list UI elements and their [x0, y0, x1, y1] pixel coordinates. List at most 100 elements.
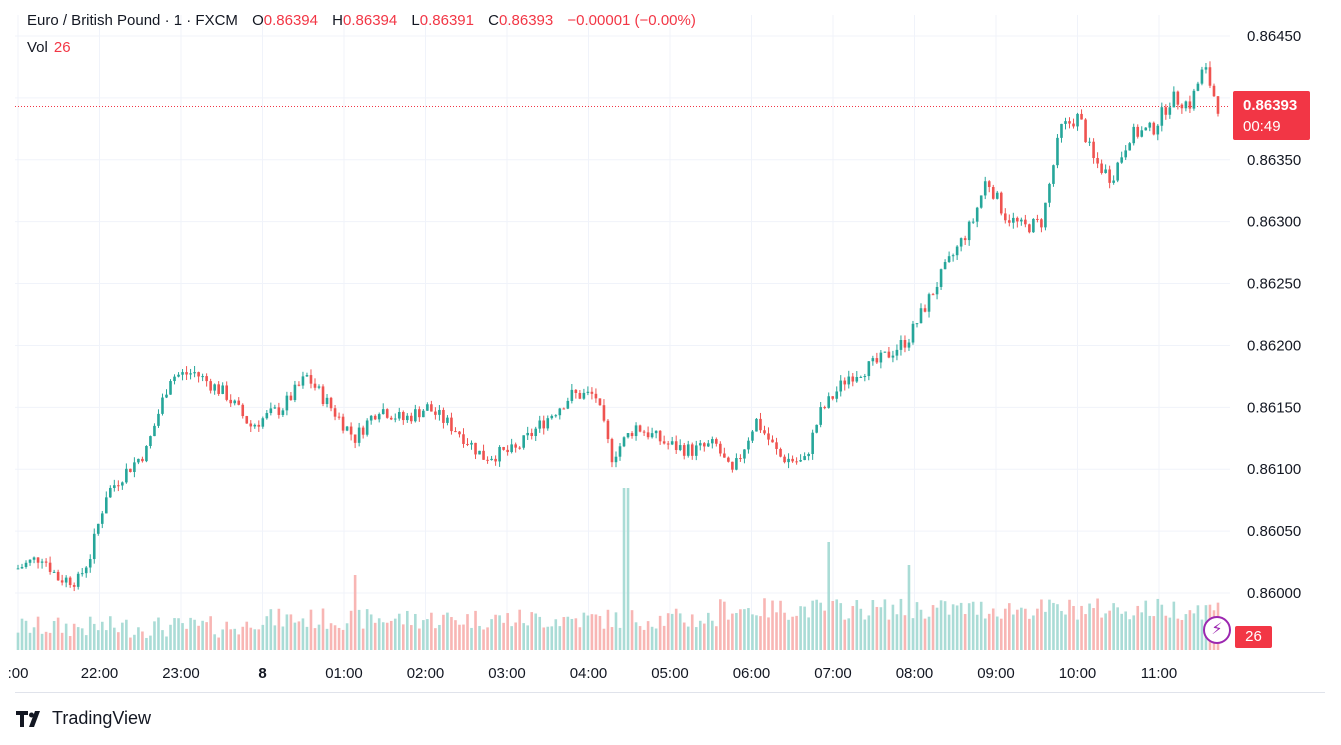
candle-body — [377, 414, 381, 420]
volume-bar — [450, 617, 453, 650]
candle-body — [642, 431, 646, 433]
candle-body — [566, 400, 570, 409]
candle-body — [867, 361, 871, 377]
candle-body — [1008, 220, 1011, 223]
candle-body — [157, 413, 160, 426]
candle-body — [181, 372, 184, 375]
volume-bar — [1160, 604, 1164, 650]
volume-bar — [658, 615, 662, 650]
candle-body — [1072, 123, 1075, 127]
candle-body — [694, 445, 698, 456]
volume-bar — [1156, 598, 1160, 650]
volume-bar — [454, 620, 457, 650]
candle-body — [747, 440, 750, 450]
candle-body — [658, 430, 662, 442]
candle-body — [955, 246, 959, 256]
candle-body — [1112, 180, 1115, 183]
volume-bar — [88, 616, 92, 650]
candle-body — [895, 349, 899, 356]
candle-body — [422, 410, 425, 418]
volume-bar — [971, 601, 975, 650]
candle-body — [1140, 130, 1144, 137]
volume-bar — [963, 614, 967, 650]
candle-body — [991, 187, 995, 199]
candle-body — [153, 425, 156, 437]
brand-logo[interactable]: TradingView — [16, 708, 151, 729]
candle-body — [562, 408, 566, 410]
brand-name: TradingView — [52, 708, 152, 728]
volume-bar — [498, 615, 501, 650]
volume-bar — [197, 625, 200, 650]
candle-body — [1156, 125, 1160, 135]
volume-bar — [823, 610, 826, 650]
candle-body — [333, 408, 337, 417]
candle-body — [301, 376, 305, 386]
volume-bar — [755, 615, 758, 650]
candle-body — [1108, 169, 1111, 183]
candle-body — [233, 400, 237, 404]
volume-bar — [931, 605, 935, 650]
candle-body — [1003, 213, 1007, 221]
candle-body — [52, 571, 56, 573]
candle-body — [1068, 121, 1071, 124]
volume-bar — [84, 635, 88, 650]
candle-body — [245, 416, 249, 424]
time-tick-label: 06:00 — [733, 665, 771, 682]
candle-body — [129, 468, 132, 472]
candle-body — [486, 459, 489, 461]
candle-body — [634, 425, 638, 437]
volume-bar — [915, 602, 919, 650]
volume-bar — [602, 628, 606, 650]
candle-body — [839, 380, 843, 392]
candle-body — [518, 447, 521, 449]
candle-body — [879, 352, 883, 363]
candle-body — [353, 434, 357, 443]
candle-body — [426, 404, 429, 411]
candle-body — [755, 418, 758, 432]
candle-body — [622, 437, 626, 447]
volume-bar — [783, 612, 786, 650]
candle-body — [337, 416, 341, 418]
volume-bar — [269, 609, 273, 650]
volume-legend[interactable]: Vol 26 — [27, 39, 71, 56]
volume-bar — [767, 617, 770, 650]
volume-bar — [514, 622, 517, 650]
candle-body — [506, 449, 509, 453]
candle-body — [474, 442, 477, 455]
lightning-icon[interactable]: ⚡ — [1203, 616, 1231, 644]
candle-body — [1080, 113, 1083, 120]
candle-body — [558, 408, 562, 416]
volume-bar — [995, 616, 999, 650]
candle-body — [967, 221, 971, 241]
time-tick-label: 23:00 — [162, 665, 200, 682]
candle-body — [550, 415, 554, 419]
volume-bar — [542, 627, 546, 650]
candle-body — [951, 255, 955, 257]
candle-body — [935, 286, 939, 295]
volume-bar — [48, 632, 52, 650]
volume-bar — [145, 637, 148, 650]
volume-bar — [92, 623, 96, 650]
volume-bar — [177, 618, 180, 650]
volume-bar — [590, 614, 594, 650]
candle-body — [361, 427, 365, 435]
volume-bar — [690, 614, 694, 650]
candle-body — [939, 269, 943, 287]
volume-bar — [329, 623, 333, 650]
symbol-title[interactable]: Euro / British Pound · 1 · FXCM — [27, 12, 238, 29]
volume-bar — [317, 624, 321, 650]
candle-body — [261, 418, 265, 427]
candle-body — [454, 431, 457, 433]
volume-bar — [923, 618, 927, 650]
volume-bar — [815, 599, 818, 650]
volume-bar — [153, 621, 156, 650]
candle-body — [133, 462, 136, 472]
candle-body — [670, 441, 674, 445]
volume-bar — [337, 627, 341, 650]
volume-bar — [189, 617, 192, 650]
volume-bar — [614, 612, 618, 650]
volume-bar — [819, 602, 822, 650]
candle-body — [1100, 163, 1103, 173]
volume-bar — [414, 613, 417, 650]
